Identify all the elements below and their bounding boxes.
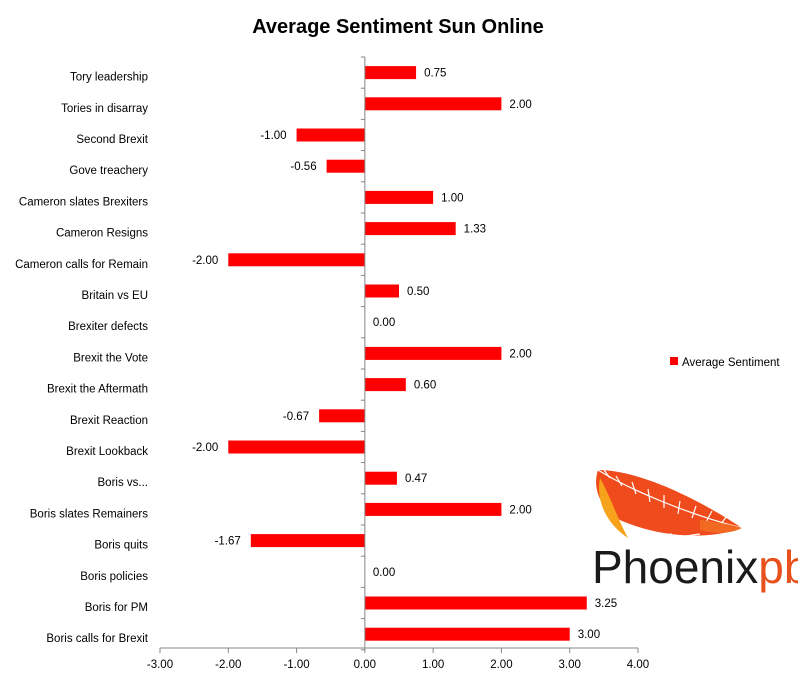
x-tick-label: 2.00	[490, 659, 512, 671]
data-label: -1.00	[260, 130, 286, 142]
data-label: 1.00	[441, 192, 463, 204]
data-label: 1.33	[464, 224, 486, 236]
data-label: 2.00	[509, 504, 531, 516]
bar	[364, 346, 502, 360]
bars-group	[228, 66, 587, 641]
data-label: 3.00	[578, 629, 600, 641]
data-label: 3.25	[595, 598, 617, 610]
bar	[319, 409, 365, 423]
category-label: Second Brexit	[76, 134, 148, 146]
x-tick-label: 4.00	[627, 659, 649, 671]
x-tick-label: 1.00	[422, 659, 444, 671]
category-label: Gove treachery	[69, 165, 148, 177]
chart-title: Average Sentiment Sun Online	[252, 16, 544, 38]
logo-text-accent: pb	[758, 541, 798, 593]
axes: -3.00 -2.00 -1.00 0.00 1.00 2.00 3.00 4.00	[147, 56, 649, 671]
x-tick-label: -3.00	[147, 659, 173, 671]
logo-text-main: Phoenix	[592, 541, 758, 593]
data-label: 0.47	[405, 473, 427, 485]
bar	[228, 440, 365, 454]
category-label: Tory leadership	[70, 72, 148, 84]
bar	[296, 128, 365, 142]
category-label: Cameron slates Brexiters	[19, 196, 148, 208]
data-labels: 0.75 2.00 -1.00 -0.56 1.00 1.33 -2.00 0.50 0.00 2…	[192, 68, 617, 642]
legend-label: Average Sentiment	[682, 357, 780, 369]
bar	[364, 471, 397, 485]
data-label: -1.67	[215, 536, 241, 548]
bar	[364, 97, 502, 111]
x-tick-label: -1.00	[283, 659, 309, 671]
data-label: 0.75	[424, 68, 446, 80]
bar	[326, 159, 365, 173]
logo-text: Phoenixpb	[592, 541, 798, 593]
category-label: Boris vs...	[98, 477, 148, 489]
category-label: Boris for PM	[85, 602, 148, 614]
legend: Average Sentiment	[670, 357, 780, 369]
data-label: 0.00	[373, 317, 395, 329]
data-label: -2.00	[192, 442, 218, 454]
bar	[364, 190, 434, 204]
bar	[250, 534, 365, 548]
phoenix-feather-icon	[596, 469, 743, 538]
data-label: 2.00	[509, 348, 531, 360]
data-label: 2.00	[509, 99, 531, 111]
category-label: Boris calls for Brexit	[46, 633, 148, 645]
data-label: -0.56	[290, 161, 316, 173]
category-label: Brexiter defects	[68, 321, 148, 333]
category-label: Britain vs EU	[82, 290, 148, 302]
category-label: Brexit Lookback	[66, 446, 148, 458]
category-label: Tories in disarray	[61, 103, 148, 115]
x-tick-label: 3.00	[559, 659, 581, 671]
data-label: 0.60	[414, 380, 436, 392]
data-label: -2.00	[192, 255, 218, 267]
category-label: Boris slates Remainers	[30, 508, 148, 520]
category-labels: Tory leadership Tories in disarray Second …	[15, 72, 149, 646]
category-label: Boris policies	[80, 571, 148, 583]
category-label: Boris quits	[94, 540, 148, 552]
legend-swatch	[670, 357, 678, 365]
bar	[364, 502, 502, 516]
data-label: 0.50	[407, 286, 429, 298]
category-label: Brexit the Vote	[73, 352, 148, 364]
data-label: -0.67	[283, 411, 309, 423]
category-label: Cameron Resigns	[56, 228, 148, 240]
bar	[228, 253, 365, 267]
bar	[364, 66, 417, 80]
bar	[364, 222, 456, 236]
category-label: Brexit Reaction	[70, 415, 148, 427]
category-label: Brexit the Aftermath	[47, 384, 148, 396]
bar	[364, 627, 570, 641]
x-tick-label: 0.00	[354, 659, 376, 671]
bar	[364, 284, 399, 298]
bar	[364, 596, 587, 610]
category-label: Cameron calls for Remain	[15, 259, 148, 271]
x-tick-label: -2.00	[215, 659, 241, 671]
bar	[364, 378, 406, 392]
data-label: 0.00	[373, 567, 395, 579]
phoenix-logo: Phoenixpb	[592, 469, 798, 593]
